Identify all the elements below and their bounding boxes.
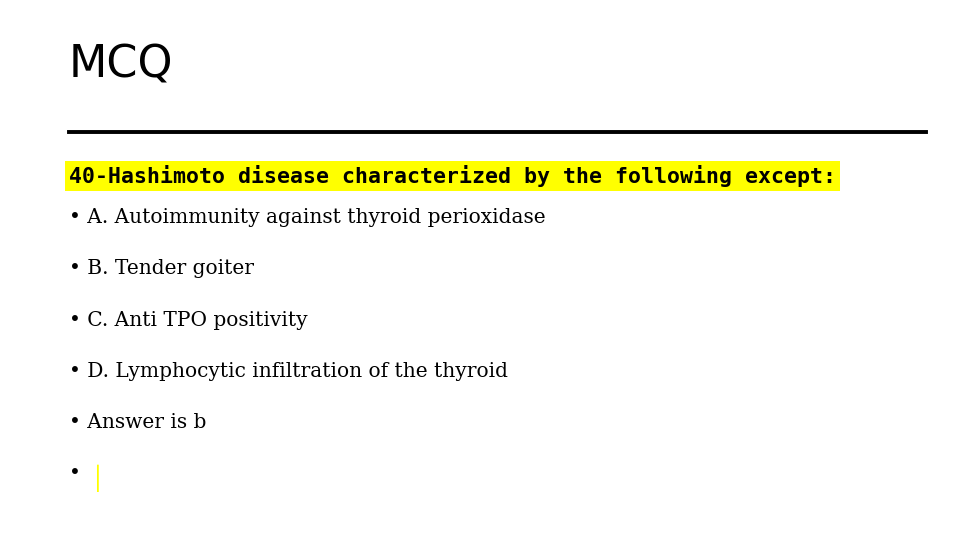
- Text: • Answer is b: • Answer is b: [69, 413, 206, 432]
- Text: • C. Anti TPO positivity: • C. Anti TPO positivity: [69, 310, 308, 329]
- Text: • B. Tender goiter: • B. Tender goiter: [69, 259, 254, 278]
- Text: 40-Hashimoto disease characterized by the following except:: 40-Hashimoto disease characterized by th…: [69, 165, 836, 187]
- Text: •: •: [69, 464, 81, 483]
- Text: • D. Lymphocytic infiltration of the thyroid: • D. Lymphocytic infiltration of the thy…: [69, 362, 508, 381]
- Text: MCQ: MCQ: [69, 43, 174, 86]
- Text: • A. Autoimmunity against thyroid perioxidase: • A. Autoimmunity against thyroid periox…: [69, 208, 545, 227]
- Text: │: │: [90, 464, 104, 492]
